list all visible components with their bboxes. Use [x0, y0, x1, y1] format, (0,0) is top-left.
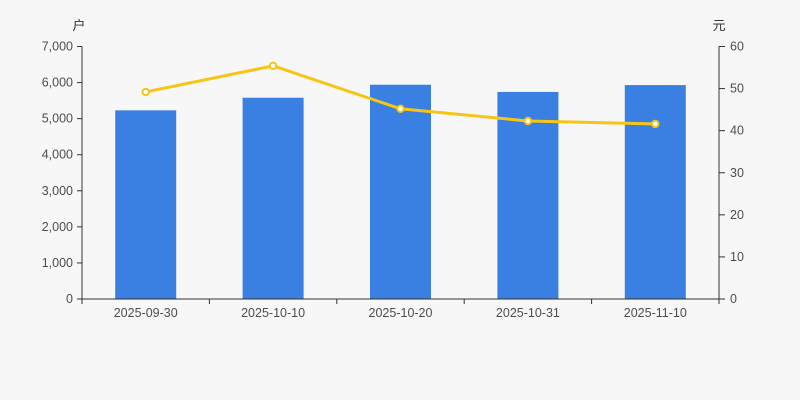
- right-axis-tick-label: 20: [730, 208, 744, 222]
- bar-2025-10-31: [497, 91, 559, 299]
- left-axis-tick-label: 7,000: [42, 40, 73, 54]
- bar-2025-10-20: [370, 84, 431, 299]
- right-axis-tick-label: 40: [730, 124, 744, 138]
- x-axis-category-label: 2025-09-30: [114, 306, 178, 320]
- bar-2025-09-30: [115, 110, 177, 299]
- right-axis-tick-label: 50: [730, 82, 744, 96]
- left-axis-tick-label: 1,000: [42, 256, 73, 270]
- left-axis-unit-label: 户: [72, 18, 86, 33]
- x-axis-category-label: 2025-10-10: [241, 306, 305, 320]
- right-axis-tick-label: 30: [730, 166, 744, 180]
- line-marker-2025-10-10: [268, 61, 278, 71]
- bar-2025-11-10: [624, 85, 686, 299]
- right-axis-tick-label: 0: [730, 292, 737, 306]
- right-axis-tick-label: 60: [730, 40, 744, 54]
- left-axis-tick-label: 3,000: [42, 184, 73, 198]
- right-axis-unit-label: 元: [712, 18, 726, 33]
- line-marker-2025-11-10: [651, 119, 660, 129]
- left-axis-tick-label: 2,000: [42, 220, 73, 234]
- x-axis-category-label: 2025-11-10: [624, 306, 687, 320]
- left-axis-tick-label: 5,000: [42, 112, 73, 126]
- right-axis-tick-label: 10: [730, 250, 744, 264]
- line-marker-2025-10-20: [396, 104, 405, 113]
- line-marker-2025-09-30: [141, 87, 150, 97]
- left-axis-tick-label: 4,000: [42, 148, 73, 162]
- x-axis-category-label: 2025-10-31: [496, 306, 560, 320]
- line-marker-2025-10-31: [523, 116, 533, 126]
- x-axis-category-label: 2025-10-20: [369, 306, 433, 320]
- left-axis-tick-label: 6,000: [42, 76, 73, 90]
- bar-2025-10-10: [242, 97, 304, 299]
- left-axis-tick-label: 0: [66, 292, 73, 306]
